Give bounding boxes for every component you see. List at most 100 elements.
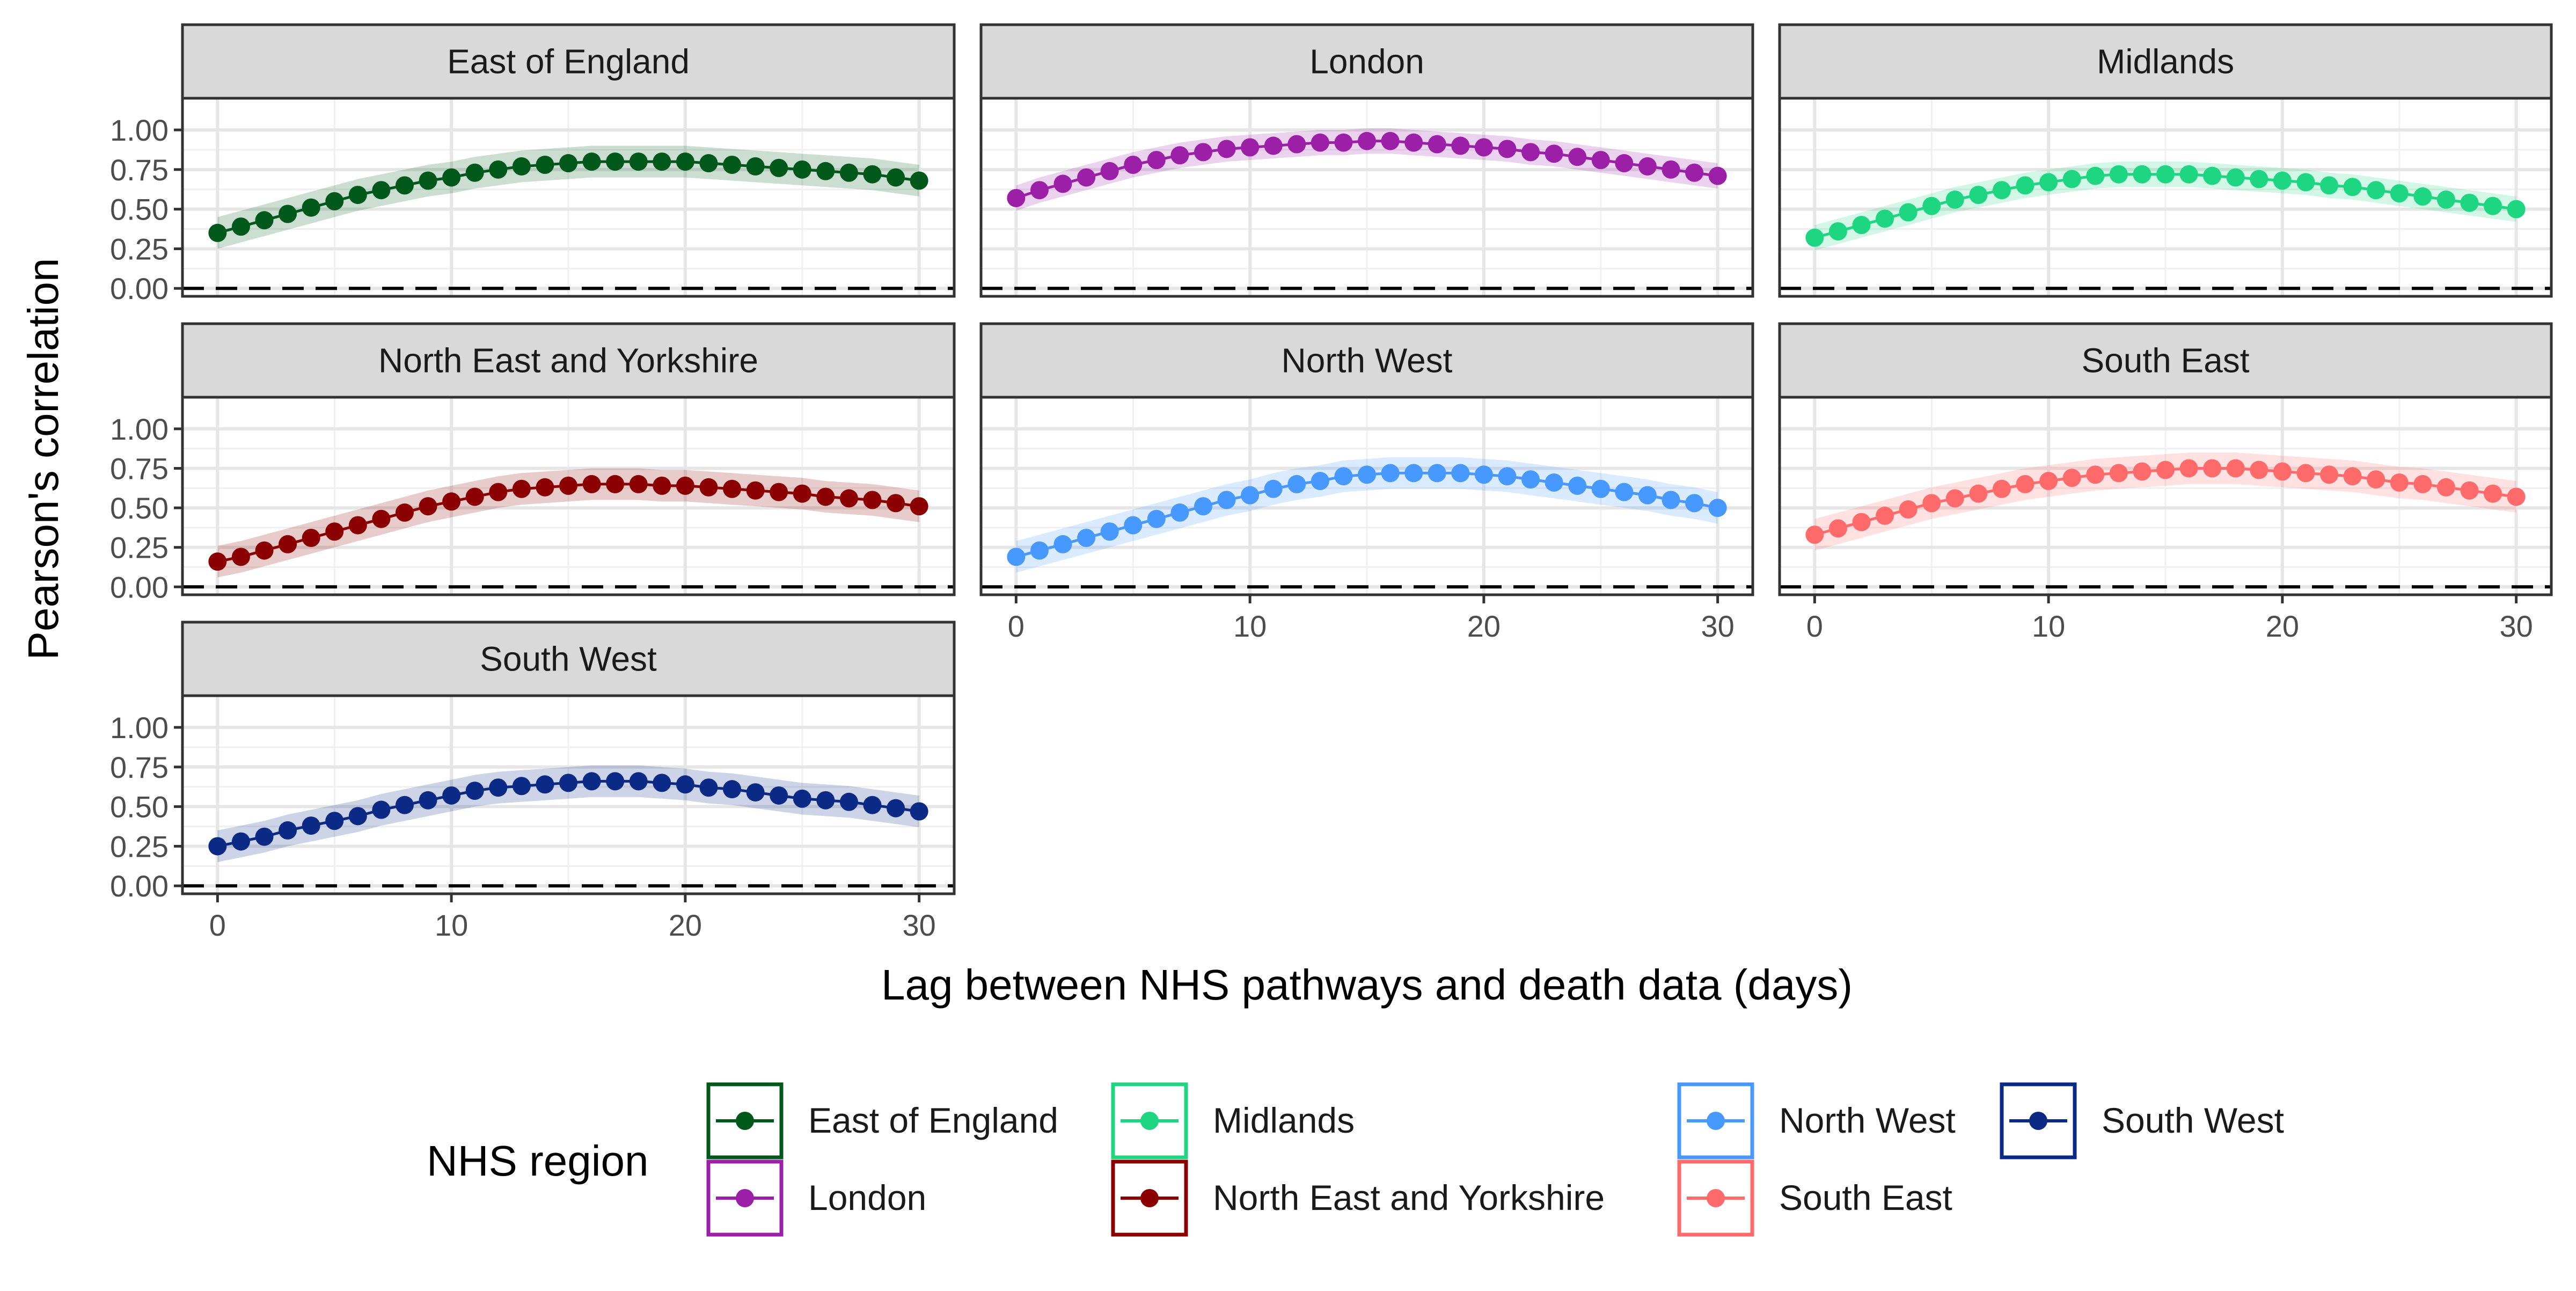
data-point <box>2133 165 2151 184</box>
data-point <box>839 163 858 182</box>
y-tick-label: 0.50 <box>110 790 169 824</box>
data-point <box>1591 479 1610 498</box>
data-point <box>536 775 554 794</box>
data-point <box>465 782 484 800</box>
data-point <box>1638 157 1657 176</box>
data-point <box>1708 166 1727 185</box>
data-point <box>1007 548 1026 566</box>
data-point <box>1287 475 1306 493</box>
data-point <box>442 492 461 511</box>
data-point <box>2320 176 2339 195</box>
data-point <box>489 483 508 501</box>
data-point <box>770 483 788 501</box>
data-point <box>910 802 928 821</box>
legend-key-point <box>736 1189 754 1207</box>
legend-key-point <box>1140 1112 1159 1130</box>
data-point <box>1591 151 1610 170</box>
data-point <box>2343 467 2362 486</box>
data-point <box>302 198 320 217</box>
y-tick-label: 0.25 <box>110 531 169 565</box>
panel-strip-label: Midlands <box>2097 42 2234 81</box>
panel-midlands: Midlands <box>1778 23 2553 298</box>
data-point <box>231 217 250 236</box>
x-tick-label: 20 <box>669 908 702 942</box>
data-point <box>887 168 905 187</box>
legend-key-point <box>1707 1112 1725 1130</box>
data-point <box>1077 529 1096 548</box>
legend-key-point <box>1140 1189 1159 1207</box>
legend-label: South East <box>1779 1178 1952 1217</box>
legend-item-north-east-and-yorkshire: North East and Yorkshire <box>1111 1159 1605 1237</box>
data-point <box>839 792 858 811</box>
data-point <box>910 171 928 190</box>
data-point <box>1545 144 1563 163</box>
data-point <box>1708 499 1727 517</box>
panel-strip <box>181 621 956 697</box>
y-tick-label: 1.00 <box>110 412 169 446</box>
data-point <box>1899 500 1918 519</box>
data-point <box>2109 464 2128 483</box>
data-point <box>723 155 742 174</box>
data-point <box>1498 140 1517 158</box>
y-tick-label: 1.00 <box>110 711 169 745</box>
data-point <box>2367 470 2385 489</box>
data-point <box>2507 200 2526 218</box>
data-point <box>1428 135 1446 154</box>
data-point <box>1805 228 1824 247</box>
y-tick-label: 0.25 <box>110 232 169 266</box>
data-point <box>1077 168 1096 187</box>
data-point <box>653 774 671 792</box>
panel-strip <box>979 23 1754 100</box>
data-point <box>2250 461 2268 479</box>
y-tick-label: 0.00 <box>110 272 169 305</box>
data-point <box>723 479 742 498</box>
data-point <box>2390 184 2409 203</box>
panel-border <box>979 97 1754 298</box>
data-point <box>465 163 484 182</box>
confidence-band <box>1814 162 2516 251</box>
data-point <box>1615 154 1634 173</box>
x-tick-label: 10 <box>2032 609 2065 643</box>
data-point <box>2179 165 2198 184</box>
data-point <box>395 796 414 814</box>
data-point <box>793 789 811 808</box>
data-point <box>1828 222 1847 240</box>
panel-strip <box>181 322 956 399</box>
panel-london: London <box>979 23 1754 298</box>
legend-label: East of England <box>808 1100 1058 1140</box>
data-point <box>279 535 297 553</box>
data-point <box>2460 481 2479 500</box>
panel-border <box>181 97 956 298</box>
legend-label: North East and Yorkshire <box>1213 1178 1605 1217</box>
data-point <box>1922 494 1941 513</box>
panel-strip-label: South West <box>480 640 657 679</box>
data-point <box>2086 465 2105 484</box>
x-axis-title: Lag between NHS pathways and death data … <box>881 961 1853 1009</box>
data-point <box>1217 491 1236 509</box>
legend-item-south-east: South East <box>1677 1159 1952 1237</box>
data-point <box>512 479 531 498</box>
data-point <box>419 791 437 809</box>
data-point <box>419 497 437 516</box>
y-tick-label: 0.00 <box>110 570 169 604</box>
data-point <box>676 152 694 171</box>
data-point <box>816 487 835 506</box>
y-tick-label: 0.50 <box>110 193 169 227</box>
data-point <box>1311 472 1329 491</box>
data-point <box>2507 487 2526 506</box>
panel-border <box>181 694 956 895</box>
data-point <box>2179 459 2198 478</box>
data-point <box>863 165 882 184</box>
data-point <box>372 181 391 200</box>
legend-label: South West <box>2102 1100 2284 1140</box>
panel-strip-label: North West <box>1282 341 1453 380</box>
data-point <box>1358 132 1376 150</box>
data-point <box>1381 132 1400 150</box>
panel-strip-label: North East and Yorkshire <box>378 341 758 380</box>
data-point <box>1474 138 1493 157</box>
x-tick-label: 30 <box>902 908 935 942</box>
x-tick-label: 0 <box>1008 609 1024 643</box>
data-point <box>699 154 718 173</box>
data-point <box>793 484 811 503</box>
